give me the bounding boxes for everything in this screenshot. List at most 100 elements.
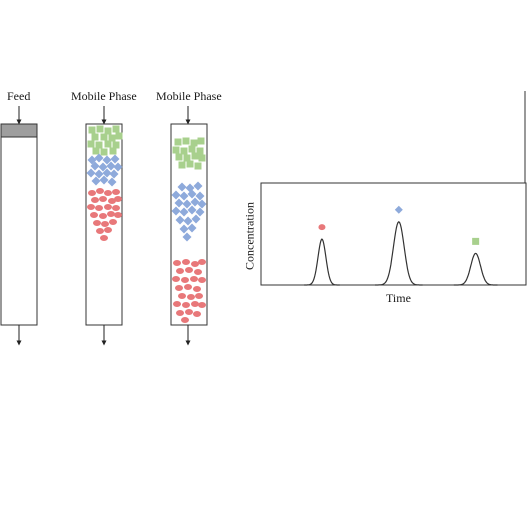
red-particle xyxy=(173,301,181,307)
red-particle xyxy=(182,259,190,265)
green-particle xyxy=(178,161,186,169)
blue-particle xyxy=(197,199,207,209)
blue-particle xyxy=(94,169,104,179)
blue-particle xyxy=(179,191,189,201)
blue-particle xyxy=(110,154,120,164)
green-particle xyxy=(91,133,99,141)
red-particle xyxy=(96,228,104,234)
blue-particle xyxy=(102,155,112,165)
red-particle xyxy=(100,235,108,241)
red-particle xyxy=(187,294,195,300)
blue-particle xyxy=(98,162,108,172)
red-particle xyxy=(176,268,184,274)
blue-particle xyxy=(195,207,205,217)
blue-particle xyxy=(106,161,116,171)
feed-band xyxy=(0,123,38,138)
blue-particle xyxy=(187,189,197,199)
chromatogram-peak-3 xyxy=(453,252,498,286)
red-particle xyxy=(191,261,199,267)
blue-particle xyxy=(94,153,104,163)
blue-particle xyxy=(91,176,101,186)
blue-particle xyxy=(174,198,184,208)
blue-particle xyxy=(109,169,119,179)
red-particle xyxy=(198,277,206,283)
blue-particle xyxy=(113,162,123,172)
red-particle xyxy=(190,276,198,282)
green-particle xyxy=(112,141,120,149)
red-particle xyxy=(108,198,116,204)
red-particle xyxy=(114,196,122,202)
red-particle xyxy=(101,221,109,227)
green-particle xyxy=(172,146,180,154)
column-3 xyxy=(170,106,208,346)
peak-1-marker xyxy=(318,224,326,231)
red-particle xyxy=(185,309,193,315)
red-particle xyxy=(107,211,115,217)
red-particle xyxy=(112,189,120,195)
green-particle xyxy=(196,147,204,155)
green-particle xyxy=(109,147,117,155)
green-particle xyxy=(104,127,112,135)
red-particle xyxy=(109,219,117,225)
green-particle xyxy=(115,132,123,140)
blue-particle xyxy=(171,190,181,200)
chromatogram xyxy=(260,182,527,286)
green-particle xyxy=(175,153,183,161)
green-particle xyxy=(180,147,188,155)
green-particle xyxy=(92,147,100,155)
green-particle xyxy=(188,145,196,153)
blue-particle xyxy=(99,175,109,185)
red-particle xyxy=(104,204,112,210)
green-particle xyxy=(88,126,96,134)
green-particle xyxy=(198,154,206,162)
green-particle xyxy=(100,133,108,141)
mobile-phase-label-1: Mobile Phase xyxy=(71,89,137,103)
red-particle xyxy=(176,310,184,316)
blue-particle xyxy=(187,223,197,233)
chromatogram-peak-1 xyxy=(304,238,340,286)
green-particle xyxy=(194,162,202,170)
blue-particle xyxy=(179,224,189,234)
blue-particle xyxy=(107,177,117,187)
blue-particle xyxy=(177,182,187,192)
green-particle xyxy=(104,140,112,148)
red-particle xyxy=(95,205,103,211)
green-particle xyxy=(191,152,199,160)
green-particle xyxy=(95,141,103,149)
red-particle xyxy=(91,197,99,203)
red-particle xyxy=(182,302,190,308)
red-particle xyxy=(185,267,193,273)
blue-particle xyxy=(182,232,192,242)
red-particle xyxy=(181,277,189,283)
green-particle xyxy=(87,140,95,148)
red-particle xyxy=(104,190,112,196)
blue-particle xyxy=(102,168,112,178)
red-particle xyxy=(194,269,202,275)
y-axis-label: Concentration xyxy=(242,202,257,270)
red-particle xyxy=(181,317,189,323)
green-particle xyxy=(197,137,205,145)
red-particle xyxy=(198,259,206,265)
red-particle xyxy=(191,301,199,307)
blue-particle xyxy=(195,191,205,201)
red-particle xyxy=(172,276,180,282)
blue-particle xyxy=(90,161,100,171)
column-2 xyxy=(85,106,123,346)
green-particle xyxy=(190,139,198,147)
red-particle xyxy=(175,285,183,291)
blue-particle xyxy=(191,214,201,224)
red-particle xyxy=(90,212,98,218)
red-particle xyxy=(193,286,201,292)
feed-column-body xyxy=(0,123,38,326)
red-particle xyxy=(178,293,186,299)
red-particle xyxy=(184,284,192,290)
red-particle xyxy=(173,260,181,266)
green-particle xyxy=(96,125,104,133)
chromatogram-peak-2 xyxy=(375,221,423,286)
blue-particle xyxy=(171,206,181,216)
blue-particle xyxy=(183,216,193,226)
red-particle xyxy=(88,190,96,196)
red-particle xyxy=(112,205,120,211)
red-particle xyxy=(193,311,201,317)
